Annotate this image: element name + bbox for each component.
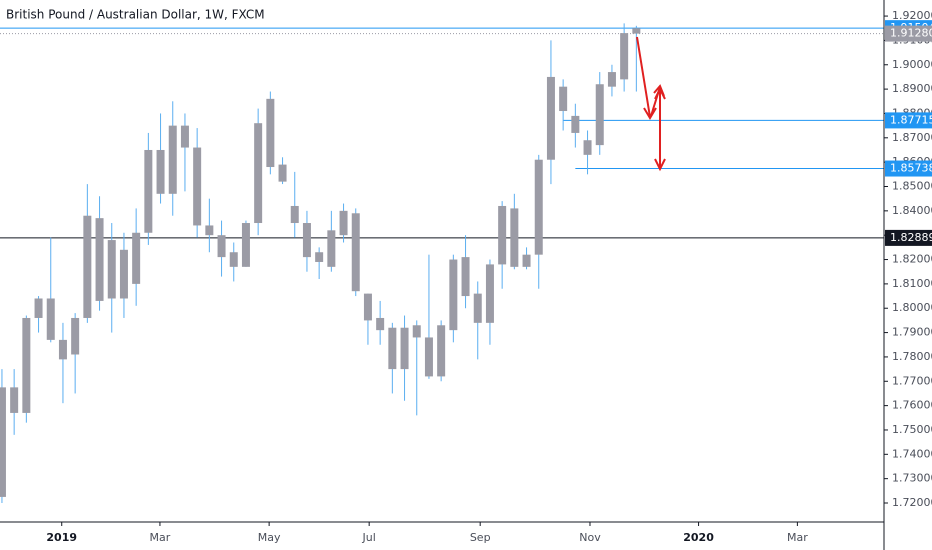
y-tick-label: 1.90000 xyxy=(892,58,932,71)
candle-body xyxy=(58,339,67,360)
candle-body xyxy=(168,125,177,194)
candle-body xyxy=(119,249,128,299)
candle-body xyxy=(217,235,226,258)
price-label-box xyxy=(885,25,932,42)
candle-body xyxy=(290,205,299,224)
y-tick-label: 1.77000 xyxy=(892,374,932,387)
candle-body xyxy=(473,293,482,323)
candle-body xyxy=(571,115,580,133)
candle-body xyxy=(449,259,458,331)
y-tick-label: 1.72000 xyxy=(892,496,932,509)
x-tick-label: Nov xyxy=(579,531,601,544)
candle-body xyxy=(193,147,202,226)
price-label-box xyxy=(885,160,932,177)
candle-body xyxy=(376,317,385,331)
candle-body xyxy=(107,240,116,299)
y-tick-label: 1.74000 xyxy=(892,447,932,460)
candle-body xyxy=(498,205,507,265)
candle-body xyxy=(339,210,348,236)
candle-body xyxy=(144,149,153,233)
x-tick-label: May xyxy=(258,531,281,544)
y-tick-label: 1.76000 xyxy=(892,399,932,412)
candle-body xyxy=(632,28,641,34)
candle-body xyxy=(132,232,141,284)
x-tick-label: Sep xyxy=(470,531,491,544)
candle-body xyxy=(485,264,494,323)
candle-body xyxy=(10,387,19,413)
price-label: 1.87715 xyxy=(890,113,932,126)
candle-body xyxy=(583,140,592,155)
candle-body xyxy=(522,254,531,267)
candle-body xyxy=(400,327,409,370)
candle-body xyxy=(546,76,555,160)
x-tick-label: 2019 xyxy=(46,531,77,544)
candle-body xyxy=(22,317,31,413)
arrow-head xyxy=(643,107,657,120)
y-tick-label: 1.79000 xyxy=(892,326,932,339)
candle-body xyxy=(327,230,336,267)
candle-body xyxy=(205,225,214,236)
y-tick-label: 1.92000 xyxy=(892,9,932,22)
candle-body xyxy=(266,98,275,168)
candle-body xyxy=(607,72,616,87)
candle-body xyxy=(510,208,519,267)
axes: 1.920001.910001.900001.890001.880001.870… xyxy=(46,9,932,544)
y-tick-label: 1.81000 xyxy=(892,277,932,290)
candle-body xyxy=(437,325,446,377)
annotation-arrows xyxy=(636,36,666,172)
y-tick-label: 1.73000 xyxy=(892,472,932,485)
y-tick-label: 1.87000 xyxy=(892,131,932,144)
candle-body xyxy=(595,84,604,146)
y-tick-label: 1.84000 xyxy=(892,204,932,217)
y-tick-label: 1.85000 xyxy=(892,179,932,192)
candle-body xyxy=(388,327,397,370)
price-label: 1.82889 xyxy=(890,231,932,244)
candle-body xyxy=(46,298,55,340)
candle-body xyxy=(620,33,629,80)
candle-body xyxy=(412,325,421,338)
candle-body xyxy=(424,337,433,377)
x-tick-label: 2020 xyxy=(683,531,714,544)
candle-body xyxy=(34,298,43,318)
candle-body xyxy=(229,252,238,267)
price-label: 1.85738 xyxy=(890,162,932,175)
candle-body xyxy=(156,149,165,194)
arrow xyxy=(636,36,651,118)
candle-body xyxy=(534,159,543,255)
x-tick-label: Jul xyxy=(362,531,376,544)
candle-body xyxy=(241,223,250,267)
price-label-box xyxy=(885,112,932,129)
chart-title: British Pound / Australian Dollar, 1W, F… xyxy=(6,8,265,22)
plot xyxy=(0,23,884,504)
y-tick-label: 1.80000 xyxy=(892,301,932,314)
candle-body xyxy=(302,223,311,258)
candle-body xyxy=(351,213,360,292)
price-label-box xyxy=(885,229,932,246)
price-label: 1.91280 xyxy=(890,27,932,40)
candle-body xyxy=(83,215,92,318)
candle-body xyxy=(254,123,263,224)
arrow-head xyxy=(654,86,666,100)
candle-body xyxy=(0,387,6,497)
candle-body xyxy=(180,125,189,148)
y-tick-label: 1.78000 xyxy=(892,350,932,363)
candle-body xyxy=(363,293,372,321)
candle-body xyxy=(315,252,324,262)
candle-body xyxy=(95,218,104,301)
x-tick-label: Mar xyxy=(787,531,808,544)
candle-body xyxy=(278,164,287,182)
y-tick-label: 1.82000 xyxy=(892,253,932,266)
candle-body xyxy=(461,257,470,297)
candle-body xyxy=(71,317,80,355)
y-tick-label: 1.89000 xyxy=(892,82,932,95)
arrow-head xyxy=(654,158,666,172)
x-tick-label: Mar xyxy=(150,531,171,544)
candle-body xyxy=(559,86,568,112)
y-tick-label: 1.75000 xyxy=(892,423,932,436)
